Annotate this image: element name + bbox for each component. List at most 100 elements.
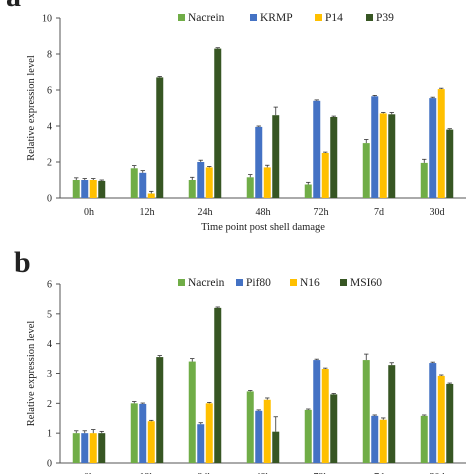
chart1-y-tick-label: 4 (47, 339, 52, 350)
chart1-x-tick-label: 24h (198, 472, 213, 474)
chart1-x-tick-label: 48h (256, 472, 271, 474)
chart0-y-tick-label: 0 (47, 194, 52, 205)
chart0-bar-nacrein-72h (304, 184, 312, 198)
chart1-legend-swatch-n16 (290, 279, 297, 286)
chart0-bar-nacrein-12h (130, 168, 138, 198)
chart1-bar-pif80-48h (255, 410, 263, 463)
chart1-bar-msi60-72h (330, 394, 338, 463)
chart0-x-tick-label: 72h (314, 207, 329, 218)
chart1-bar-pif80-12h (139, 403, 147, 463)
chart0-x-tick-label: 12h (140, 207, 155, 218)
chart0-bar-p14-7d (379, 113, 387, 198)
chart1-y-tick-label: 0 (47, 459, 52, 470)
chart0-bar-p39-0h (98, 180, 106, 198)
chart1-y-tick-label: 2 (47, 399, 52, 410)
chart1-legend-swatch-pif80 (236, 279, 243, 286)
chart-a: 0 2 4 6 8 10 0h 12h 24h 48h 72h 7d 30d Relative expre… (26, 12, 466, 233)
chart0-y-tick-label: 4 (47, 122, 52, 133)
chart1-bar-nacrein-72h (304, 409, 312, 463)
chart0-bar-krmp-72h (313, 100, 321, 198)
chart0-x-tick-label: 48h (256, 207, 271, 218)
chart1-bar-msi60-7d (388, 365, 396, 463)
chart1-bar-pif80-0h (81, 433, 89, 463)
chart0-legend-swatch-krmp (250, 14, 257, 21)
chart1-bar-msi60-12h (156, 357, 164, 463)
chart1-x-tick-label: 72h (314, 472, 329, 474)
chart0-legend-swatch-nacrein (178, 14, 185, 21)
chart0-bar-p39-30d (446, 129, 454, 198)
chart0-bar-nacrein-7d (362, 143, 370, 198)
chart1-bar-nacrein-12h (130, 403, 138, 463)
chart0-x-tick-label: 0h (84, 207, 94, 218)
chart1-y-tick-label: 5 (47, 309, 52, 320)
chart1-x-tick-label: 0h (84, 472, 94, 474)
chart1-bar-msi60-0h (98, 433, 106, 463)
chart0-y-axis-title: Relative expression level (26, 55, 37, 161)
chart0-bar-krmp-24h (197, 162, 205, 198)
chart1-bar-n16-24h (205, 403, 213, 463)
chart0-legend-swatch-p14 (315, 14, 322, 21)
chart1-bar-n16-7d (379, 419, 387, 463)
chart1-bar-pif80-24h (197, 424, 205, 463)
chart1-bar-nacrein-30d (420, 415, 428, 463)
chart1-bar-n16-48h (263, 399, 271, 463)
chart1-bar-pif80-30d (429, 363, 437, 463)
chart1-bar-pif80-7d (371, 415, 379, 463)
chart0-x-axis-title: Time point post shell damage (201, 222, 325, 233)
chart0-legend-label-nacrein: Nacrein (188, 12, 225, 24)
chart0-bar-krmp-12h (139, 172, 147, 198)
chart0-bar-p39-7d (388, 114, 396, 198)
chart1-legend-label-pif80: Pif80 (246, 277, 271, 289)
chart0-bar-nacrein-30d (420, 162, 428, 198)
chart0-legend-swatch-p39 (366, 14, 373, 21)
chart0-bar-p14-12h (147, 193, 155, 198)
chart1-legend-label-n16: N16 (300, 277, 320, 289)
chart0-y-tick-label: 6 (47, 86, 52, 97)
chart1-bar-pif80-72h (313, 360, 321, 463)
chart1-y-tick-label: 6 (47, 280, 52, 291)
chart0-y-tick-label: 8 (47, 50, 52, 61)
chart0-x-tick-label: 30d (430, 207, 445, 218)
chart1-legend-swatch-msi60 (340, 279, 347, 286)
chart0-x-tick-label: 24h (198, 207, 213, 218)
chart0-bar-krmp-48h (255, 126, 263, 198)
chart1-legend-swatch-nacrein (178, 279, 185, 286)
chart0-bar-p39-48h (272, 115, 280, 198)
chart1-y-tick-label: 3 (47, 369, 52, 380)
chart0-bar-p14-72h (321, 153, 329, 198)
chart-b: 0 1 2 3 4 5 6 0h 12h 24h 48h 72h 7d 30d Relative expre… (26, 277, 466, 474)
chart0-bar-p14-48h (263, 167, 271, 198)
chart0-bar-krmp-0h (81, 180, 89, 198)
chart0-bar-krmp-7d (371, 96, 379, 198)
chart0-x-tick-label: 7d (374, 207, 384, 218)
chart0-bar-krmp-30d (429, 98, 437, 198)
chart1-x-tick-label: 30d (430, 472, 445, 474)
chart1-y-tick-label: 1 (47, 429, 52, 440)
chart1-bar-msi60-24h (214, 307, 222, 463)
chart0-legend-label-krmp: KRMP (260, 12, 293, 24)
chart1-bar-nacrein-0h (72, 433, 80, 463)
chart1-bar-nacrein-24h (188, 361, 196, 463)
chart0-bar-p39-24h (214, 48, 222, 198)
chart1-y-axis-title: Relative expression level (26, 321, 37, 427)
chart1-bar-n16-72h (321, 369, 329, 463)
chart1-bar-nacrein-7d (362, 360, 370, 463)
panel-letter-b: b (14, 246, 31, 279)
panel-letter-a: a (6, 0, 21, 13)
chart0-legend-label-p39: P39 (376, 12, 394, 24)
chart0-y-tick-label: 2 (47, 158, 52, 169)
chart0-bar-nacrein-0h (72, 180, 80, 198)
chart1-legend-label-msi60: MSI60 (350, 277, 382, 289)
chart1-legend-label-nacrein: Nacrein (188, 277, 225, 289)
chart0-bar-p14-24h (205, 167, 213, 198)
chart1-bar-nacrein-48h (246, 391, 254, 463)
chart0-bar-nacrein-24h (188, 180, 196, 198)
chart1-bar-n16-30d (437, 375, 445, 463)
chart0-bar-p14-30d (437, 89, 445, 198)
chart1-x-tick-label: 12h (140, 472, 155, 474)
chart1-bar-n16-0h (89, 433, 97, 463)
chart1-bar-n16-12h (147, 421, 155, 463)
chart0-bar-p39-12h (156, 77, 164, 198)
chart0-bar-p14-0h (89, 180, 97, 198)
chart1-bar-msi60-48h (272, 431, 280, 463)
